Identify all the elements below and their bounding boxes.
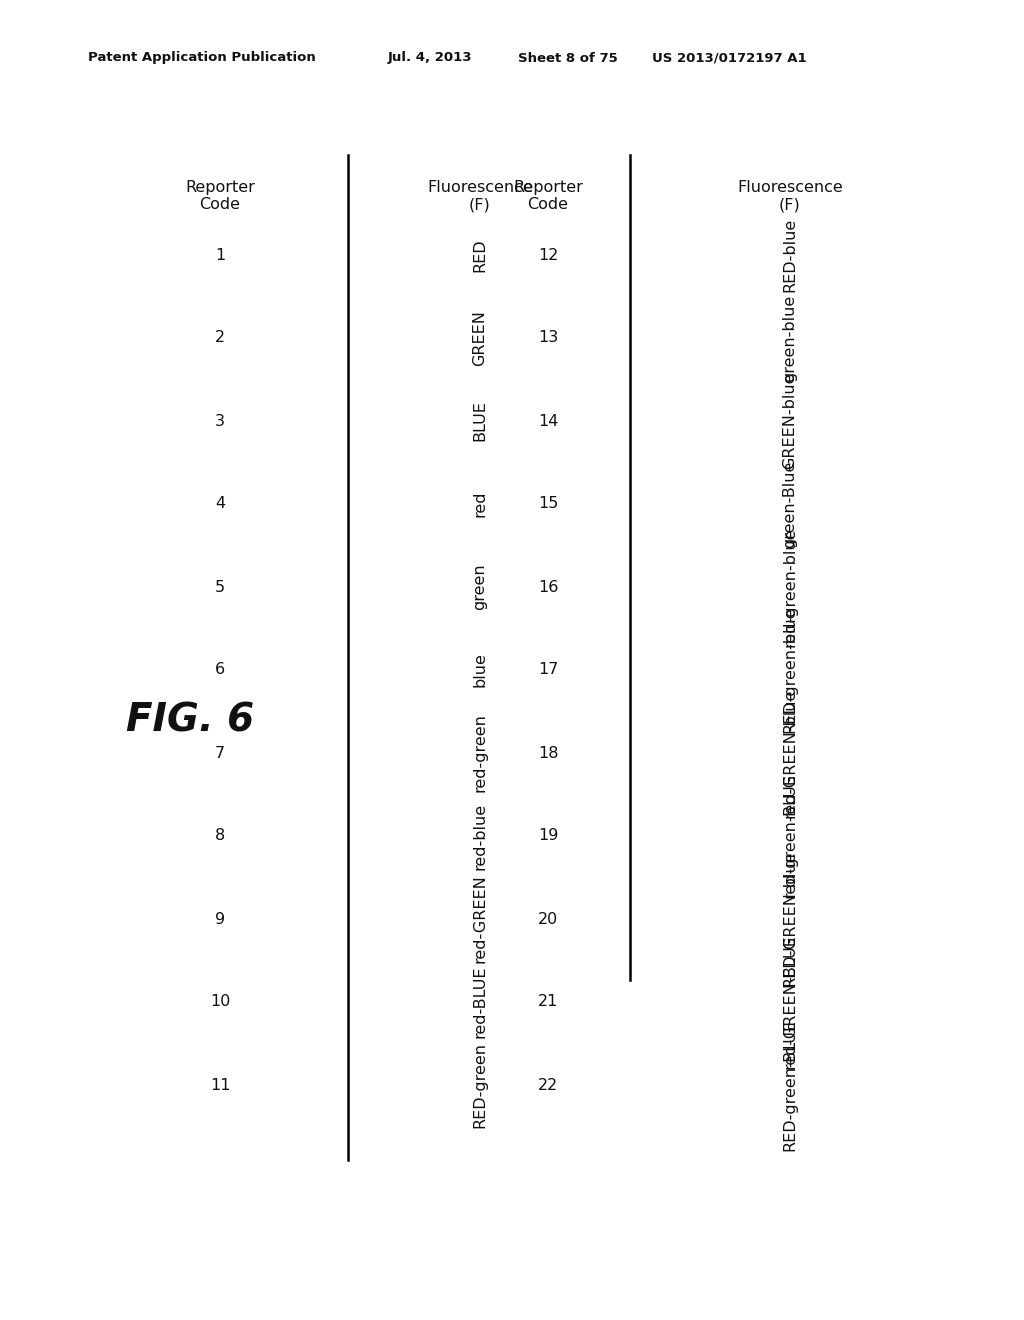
Text: blue: blue (472, 652, 487, 688)
Text: red-BLUE: red-BLUE (472, 966, 487, 1039)
Text: Fluorescence
(F): Fluorescence (F) (427, 180, 532, 213)
Text: BLUE: BLUE (472, 400, 487, 441)
Text: RED-green-BLUE: RED-green-BLUE (782, 1019, 798, 1151)
Text: red: red (472, 491, 487, 517)
Text: 2: 2 (215, 330, 225, 346)
Text: 22: 22 (538, 1077, 558, 1093)
Text: 7: 7 (215, 746, 225, 760)
Text: RED-green-blue: RED-green-blue (782, 607, 798, 734)
Text: 5: 5 (215, 579, 225, 594)
Text: red-GREEN-BLUE: red-GREEN-BLUE (782, 935, 798, 1069)
Text: red-GREEN-blue: red-GREEN-blue (782, 688, 798, 817)
Text: red-GREEN: red-GREEN (472, 875, 487, 964)
Text: RED-blue: RED-blue (782, 218, 798, 292)
Text: Fluorescence
(F): Fluorescence (F) (737, 180, 843, 213)
Text: red-green-blue: red-green-blue (782, 527, 798, 647)
Text: Patent Application Publication: Patent Application Publication (88, 51, 315, 65)
Text: 10: 10 (210, 994, 230, 1010)
Text: RED-GREEN-blue: RED-GREEN-blue (782, 851, 798, 987)
Text: 17: 17 (538, 663, 558, 677)
Text: FIG. 6: FIG. 6 (126, 701, 254, 739)
Text: 21: 21 (538, 994, 558, 1010)
Text: US 2013/0172197 A1: US 2013/0172197 A1 (652, 51, 807, 65)
Text: 18: 18 (538, 746, 558, 760)
Text: Jul. 4, 2013: Jul. 4, 2013 (388, 51, 472, 65)
Text: 4: 4 (215, 496, 225, 511)
Text: green-Blue: green-Blue (782, 461, 798, 548)
Text: RED-green: RED-green (472, 1041, 487, 1129)
Text: GREEN-blue: GREEN-blue (782, 372, 798, 469)
Text: GREEN: GREEN (472, 310, 487, 366)
Text: 14: 14 (538, 413, 558, 429)
Text: green: green (472, 564, 487, 610)
Text: Reporter
Code: Reporter Code (185, 180, 255, 213)
Text: red-green-BLUE: red-green-BLUE (782, 774, 798, 899)
Text: 19: 19 (538, 829, 558, 843)
Text: green-blue: green-blue (782, 294, 798, 381)
Text: 16: 16 (538, 579, 558, 594)
Text: red-blue: red-blue (472, 803, 487, 870)
Text: 13: 13 (538, 330, 558, 346)
Text: Sheet 8 of 75: Sheet 8 of 75 (518, 51, 617, 65)
Text: 8: 8 (215, 829, 225, 843)
Text: 20: 20 (538, 912, 558, 927)
Text: RED: RED (472, 238, 487, 272)
Text: 12: 12 (538, 248, 558, 263)
Text: Reporter
Code: Reporter Code (513, 180, 583, 213)
Text: 15: 15 (538, 496, 558, 511)
Text: 11: 11 (210, 1077, 230, 1093)
Text: 3: 3 (215, 413, 225, 429)
Text: 9: 9 (215, 912, 225, 927)
Text: red-green: red-green (472, 714, 487, 792)
Text: 6: 6 (215, 663, 225, 677)
Text: 1: 1 (215, 248, 225, 263)
